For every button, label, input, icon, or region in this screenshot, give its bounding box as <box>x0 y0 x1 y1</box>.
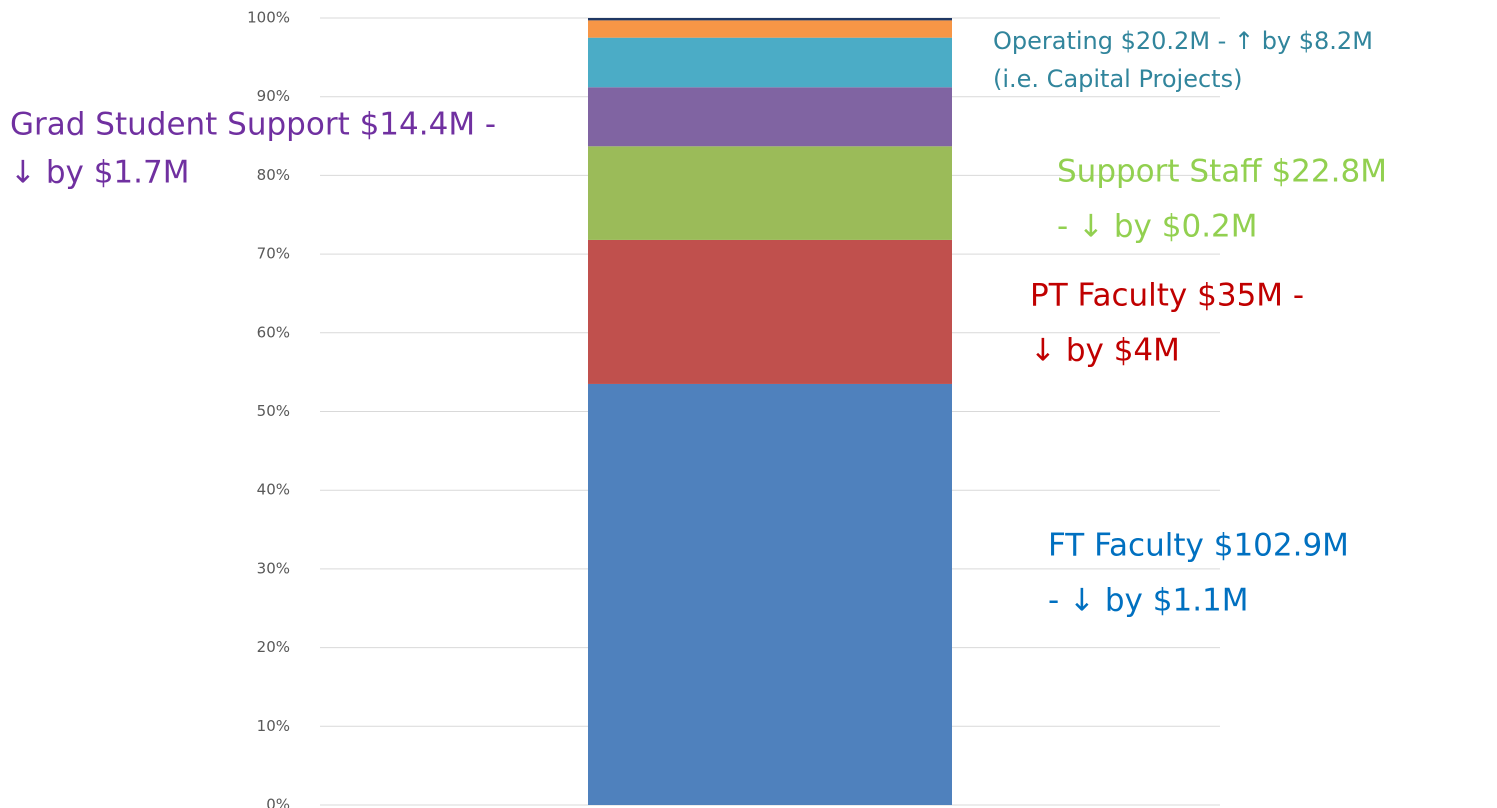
y-tick-label: 100% <box>247 9 290 27</box>
y-tick-label: 70% <box>257 245 290 263</box>
annotation: - ↓ by $0.2M <box>1057 209 1258 245</box>
annotation: ↓ by $4M <box>1030 333 1180 369</box>
y-tick-label: 80% <box>257 166 290 184</box>
annotation: ↓ by $1.7M <box>10 155 189 191</box>
annotation: (i.e. Capital Projects) <box>993 65 1242 93</box>
bar-segment <box>588 239 952 384</box>
y-tick-label: 30% <box>257 559 290 577</box>
y-tick-label: 60% <box>257 323 290 341</box>
bar-segment <box>588 383 952 805</box>
annotation: FT Faculty $102.9M <box>1048 528 1349 564</box>
annotation: Operating $20.2M - ↑ by $8.2M <box>993 27 1373 55</box>
annotation: - ↓ by $1.1M <box>1048 583 1249 619</box>
bar-segment <box>588 146 952 240</box>
y-tick-label: 40% <box>257 481 290 499</box>
bar-segment <box>588 18 952 21</box>
y-tick-label: 90% <box>257 87 290 105</box>
y-tick-label: 20% <box>257 638 290 656</box>
annotation: Support Staff $22.8M <box>1057 154 1387 190</box>
y-tick-label: 50% <box>257 402 290 420</box>
y-tick-label: 10% <box>257 717 290 735</box>
y-tick-label: 0% <box>266 796 290 808</box>
bar-segment <box>588 37 952 88</box>
annotation: PT Faculty $35M - <box>1030 278 1304 314</box>
bar-segment <box>588 87 952 147</box>
annotation: Grad Student Support $14.4M - <box>10 107 496 143</box>
bar-segment <box>588 20 952 38</box>
